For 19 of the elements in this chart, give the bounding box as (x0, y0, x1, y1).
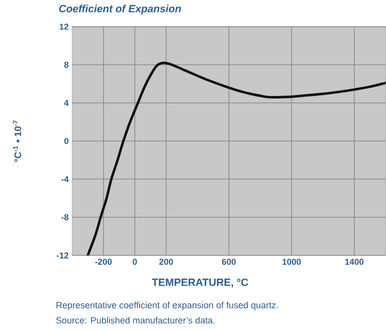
x-axis-title: TEMPERATURE, °C (152, 278, 248, 288)
x-tick-label: 1400 (345, 258, 364, 265)
x-tick-label: -200 (95, 258, 112, 265)
source-note: Source: Published manufacturer’s data. (56, 317, 214, 324)
line-series (86, 62, 386, 256)
x-tick-label: 1000 (282, 258, 301, 265)
y-tick-label: -4 (61, 176, 69, 182)
x-tick-label: 600 (222, 258, 236, 265)
y-tick-label: -12 (56, 252, 68, 259)
y-axis-title: °C$^{-1}$ • 10$^{-7}$ (13, 120, 22, 162)
x-tick-label: 0 (132, 258, 137, 265)
text: Representative coefficient of expansion of fused quartz. (56, 302, 278, 310)
y-tick-label: 0 (64, 138, 68, 144)
x-tick-label: 200 (159, 258, 173, 265)
chart-title: Coefficient of Expansion (59, 4, 181, 15)
y-tick-label: 12 (60, 24, 68, 30)
y-tick-label: -8 (61, 214, 68, 220)
y-tick-label: 8 (64, 62, 68, 68)
y-tick-label: 4 (64, 100, 69, 106)
